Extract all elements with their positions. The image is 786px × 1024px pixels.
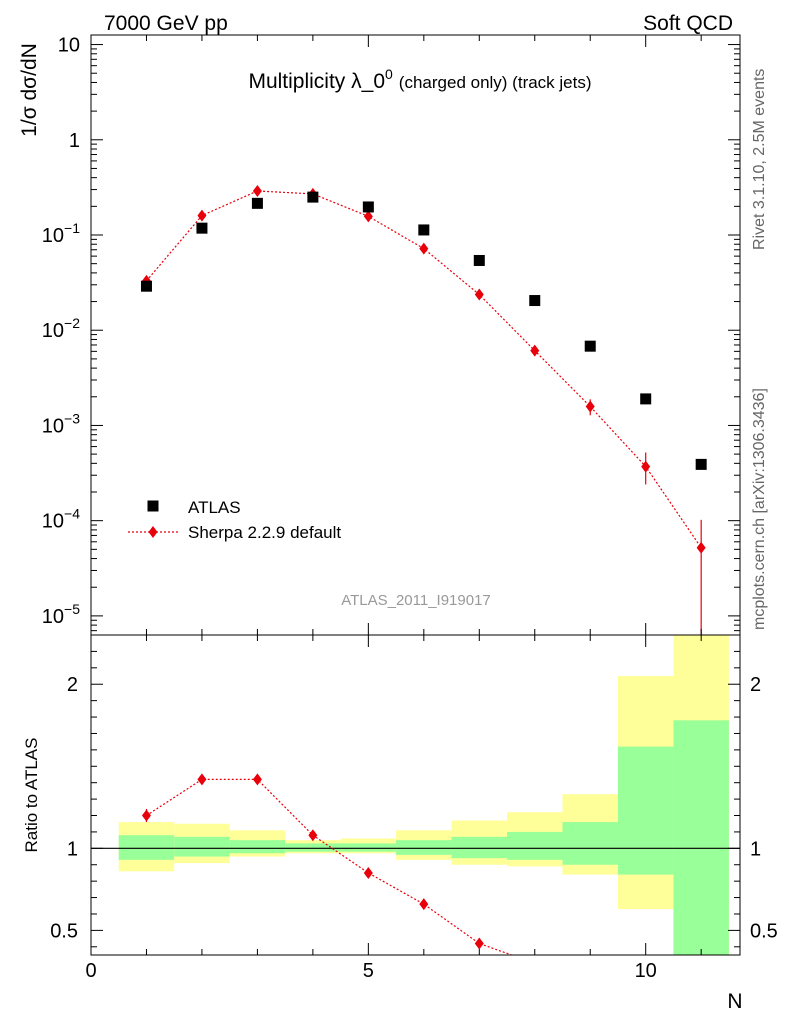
uncertainty-band-inner bbox=[396, 840, 452, 855]
main-y-tick-label: 10−2 bbox=[42, 315, 80, 342]
atlas-data-point bbox=[418, 224, 430, 236]
uncertainty-band-inner bbox=[285, 843, 341, 852]
main-title: Multiplicity λ_00 (charged only) (track j… bbox=[248, 66, 591, 93]
mc-point bbox=[641, 460, 651, 473]
ratio-y-tick-label-left: 0.5 bbox=[50, 920, 78, 942]
uncertainty-band-inner bbox=[562, 822, 618, 865]
ratio-mc-point bbox=[252, 773, 262, 786]
source-label: mcplots.cern.ch [arXiv:1306.3436] bbox=[751, 388, 768, 630]
x-tick-label: 5 bbox=[363, 960, 374, 982]
ratio-mc-point bbox=[308, 829, 318, 842]
atlas-data-point bbox=[529, 295, 541, 307]
main-ylabel: 1/σ dσ/dN bbox=[18, 43, 41, 137]
main-panel: 10 1 10−1 10−2 10−3 10−4 10−5 Multiplicity λ_0… bbox=[18, 34, 741, 636]
ratio-y-tick-label-left: 1 bbox=[67, 838, 78, 860]
main-y-tick-label: 1 bbox=[69, 130, 80, 152]
ratio-y-tick-label-right: 2 bbox=[750, 674, 761, 696]
uncertainty-band-inner bbox=[118, 835, 175, 860]
ratio-mc-line bbox=[146, 778, 514, 955]
ratio-mc-point bbox=[419, 898, 429, 911]
x-tick-label: 10 bbox=[635, 960, 657, 982]
mc-point bbox=[474, 288, 484, 301]
atlas-data-point bbox=[640, 393, 652, 405]
uncertainty-band-inner bbox=[451, 836, 508, 859]
main-y-tick-label: 10−1 bbox=[42, 220, 80, 247]
main-y-tick-label: 10−3 bbox=[42, 410, 80, 437]
analysis-label: ATLAS_2011_I919017 bbox=[341, 592, 491, 609]
atlas-data-point bbox=[362, 201, 374, 213]
main-frame bbox=[90, 34, 741, 636]
atlas-data-point bbox=[473, 254, 485, 266]
uncertainty-band-inner bbox=[229, 840, 286, 854]
header-right: Soft QCD bbox=[643, 12, 733, 35]
x-tick-label: 0 bbox=[85, 960, 96, 982]
main-y-tick-label: 10 bbox=[58, 35, 80, 57]
atlas-data-point bbox=[307, 191, 319, 203]
ratio-y-tick-label-right: 1 bbox=[750, 838, 761, 860]
ratio-ylabel: Ratio to ATLAS bbox=[22, 738, 41, 853]
uncertainty-band-inner bbox=[673, 720, 729, 955]
atlas-data-point bbox=[196, 222, 208, 234]
uncertainty-band-inner bbox=[174, 836, 230, 857]
ratio-mc-point bbox=[141, 809, 151, 822]
mc-point bbox=[419, 242, 429, 255]
atlas-data-point bbox=[251, 197, 263, 209]
mc-point bbox=[197, 209, 207, 222]
legend-atlas-label: ATLAS bbox=[188, 498, 241, 517]
ratio-y-tick-label-left: 2 bbox=[67, 674, 78, 696]
ratio-mc-point bbox=[197, 773, 207, 786]
ratio-frame bbox=[90, 634, 741, 956]
mc-point bbox=[585, 400, 595, 413]
uncertainty-band-inner bbox=[507, 831, 563, 860]
legend-mc-label: Sherpa 2.2.9 default bbox=[188, 523, 341, 542]
ratio-y-tick-label-right: 0.5 bbox=[750, 920, 778, 942]
uncertainty-band-inner bbox=[617, 746, 674, 875]
legend-mc-marker bbox=[148, 526, 158, 538]
mc-point bbox=[363, 210, 373, 223]
header-left: 7000 GeV pp bbox=[104, 12, 228, 35]
atlas-data-point bbox=[695, 458, 707, 470]
mc-point bbox=[696, 541, 706, 554]
mc-point bbox=[530, 344, 540, 357]
main-y-tick-label: 10−5 bbox=[42, 601, 80, 628]
legend: ATLAS Sherpa 2.2.9 default bbox=[128, 498, 341, 542]
ratio-panel: 0 5 10 0.5 0.5 1 1 2 2 Ratio to ATLAS N bbox=[22, 634, 778, 1013]
mc-point bbox=[252, 184, 262, 197]
ratio-mc-point bbox=[363, 866, 373, 879]
legend-atlas-marker bbox=[147, 500, 159, 512]
atlas-data-point bbox=[584, 340, 596, 352]
x-axis-label: N bbox=[727, 990, 742, 1013]
atlas-data-point bbox=[140, 280, 152, 292]
rivet-label: Rivet 3.1.10, 2.5M events bbox=[751, 69, 768, 250]
ratio-mc-point bbox=[474, 937, 484, 950]
main-y-tick-label: 10−4 bbox=[42, 506, 80, 533]
uncertainty-band-inner bbox=[340, 843, 397, 852]
